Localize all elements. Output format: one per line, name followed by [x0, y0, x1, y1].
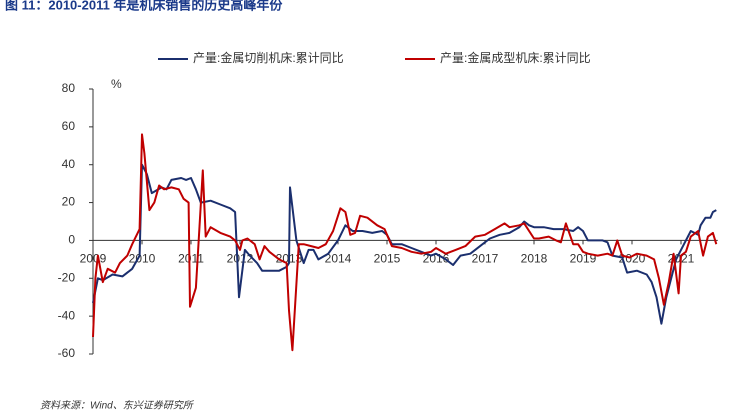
x-tick-label: 2009 — [80, 252, 107, 266]
x-tick-label: 2018 — [521, 252, 548, 266]
y-tick-label: -40 — [58, 308, 76, 322]
x-tick-label: 2017 — [472, 252, 499, 266]
y-unit: % — [111, 77, 122, 91]
legend-label: 产量:金属切削机床:累计同比 — [193, 50, 344, 65]
x-tick-label: 2011 — [178, 252, 204, 266]
series-line — [92, 163, 717, 325]
x-tick-label: 2014 — [325, 252, 352, 266]
x-tick-label: 2015 — [374, 252, 401, 266]
x-tick-label: 2012 — [227, 252, 254, 266]
chart-title: 图 11：2010-2011 年是机床销售的历史高峰年份 — [5, 0, 283, 12]
x-tick-label: 2010 — [129, 252, 156, 266]
y-tick-label: -60 — [58, 346, 76, 360]
y-tick-label: 60 — [62, 119, 76, 133]
y-tick-label: 80 — [62, 81, 76, 95]
legend-label: 产量:金属成型机床:累计同比 — [440, 50, 591, 65]
y-tick-label: -20 — [58, 270, 76, 284]
y-tick-label: 40 — [62, 157, 76, 171]
y-tick-label: 0 — [68, 233, 75, 247]
series-line — [92, 133, 718, 352]
source-note: 资料来源：Wind、东兴证券研究所 — [40, 400, 195, 412]
y-tick-label: 20 — [62, 195, 76, 209]
